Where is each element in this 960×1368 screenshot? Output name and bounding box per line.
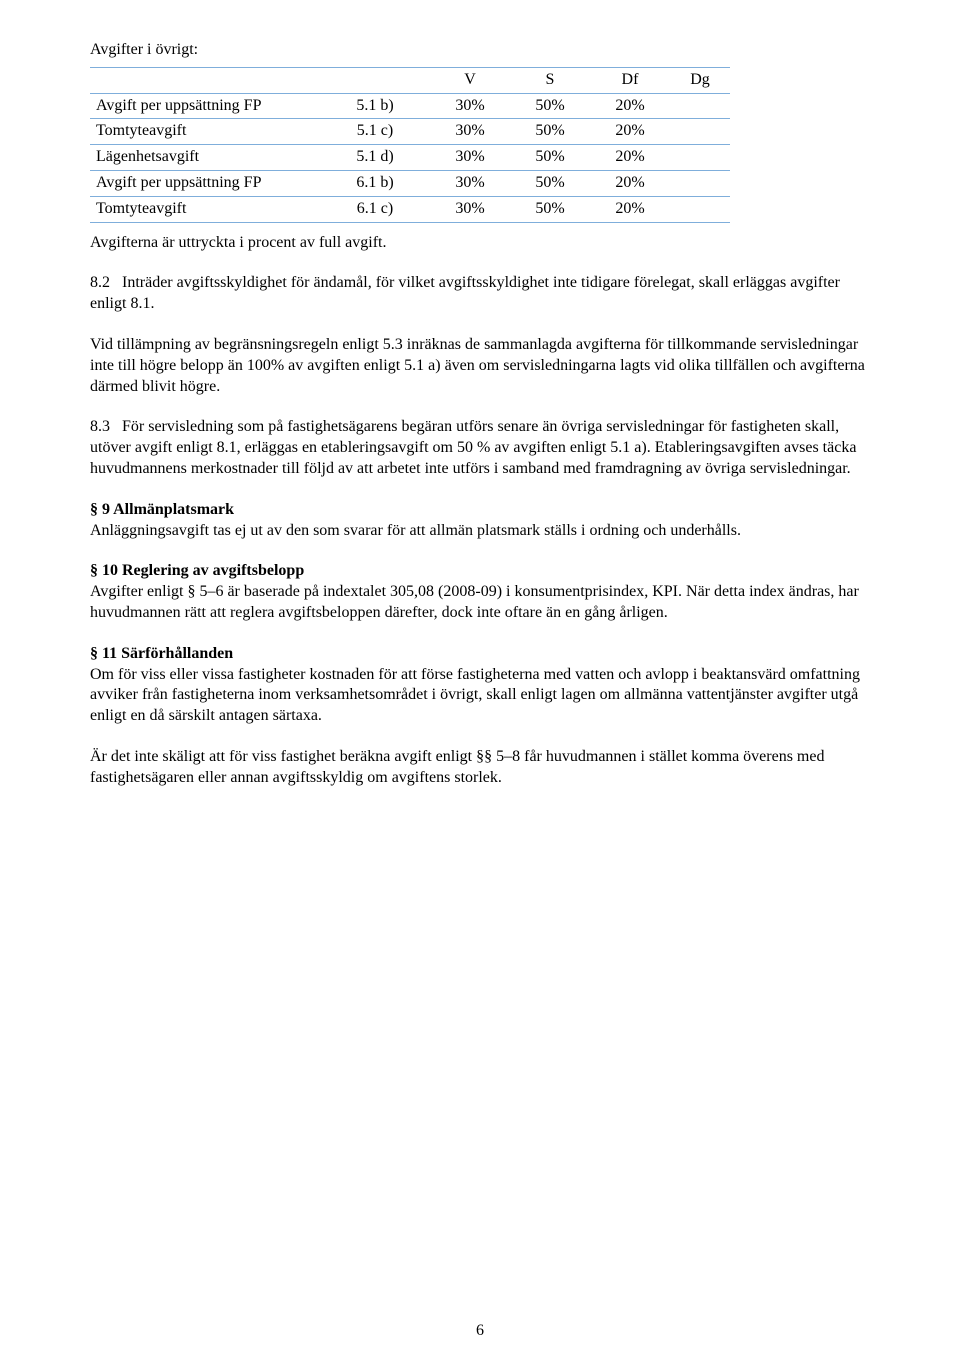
- row-s: 50%: [510, 170, 590, 196]
- row-df: 20%: [590, 196, 670, 222]
- section-11-body-1: Om för viss eller vissa fastigheter kost…: [90, 666, 860, 725]
- row-df: 20%: [590, 170, 670, 196]
- row-v: 30%: [430, 170, 510, 196]
- para-limit: Vid tillämpning av begränsningsregeln en…: [90, 335, 870, 397]
- para-8-2: 8.2 Inträder avgiftsskyldighet för ändam…: [90, 273, 870, 315]
- header-v: V: [430, 67, 510, 93]
- sec-num-8-2: 8.2: [90, 274, 110, 291]
- section-11-body-2: Är det inte skäligt att för viss fastigh…: [90, 747, 870, 789]
- header-s: S: [510, 67, 590, 93]
- row-v: 30%: [430, 119, 510, 145]
- intro-line: Avgifter i övrigt:: [90, 40, 870, 61]
- section-9: § 9 Allmänplatsmark Anläggningsavgift ta…: [90, 500, 870, 542]
- row-v: 30%: [430, 93, 510, 119]
- para-8-3: 8.3 För servisledning som på fastighetsä…: [90, 417, 870, 479]
- row-v: 30%: [430, 196, 510, 222]
- row-ref: 6.1 b): [320, 170, 430, 196]
- row-s: 50%: [510, 93, 590, 119]
- section-10-heading: § 10 Reglering av avgiftsbelopp: [90, 562, 304, 579]
- section-9-body: Anläggningsavgift tas ej ut av den som s…: [90, 522, 741, 539]
- row-ref: 5.1 b): [320, 93, 430, 119]
- header-df: Df: [590, 67, 670, 93]
- section-11-heading: § 11 Särförhållanden: [90, 645, 233, 662]
- row-s: 50%: [510, 196, 590, 222]
- row-ref: 6.1 c): [320, 196, 430, 222]
- row-label: Avgift per uppsättning FP: [90, 93, 320, 119]
- section-9-heading: § 9 Allmänplatsmark: [90, 501, 234, 518]
- header-blank-1: [90, 67, 320, 93]
- table-row: Avgift per uppsättning FP 5.1 b) 30% 50%…: [90, 93, 730, 119]
- row-ref: 5.1 d): [320, 145, 430, 171]
- header-blank-2: [320, 67, 430, 93]
- section-10-body: Avgifter enligt § 5–6 är baserade på ind…: [90, 583, 859, 621]
- row-dg: [670, 196, 730, 222]
- row-s: 50%: [510, 119, 590, 145]
- section-10: § 10 Reglering av avgiftsbelopp Avgifter…: [90, 561, 870, 623]
- row-label: Avgift per uppsättning FP: [90, 170, 320, 196]
- row-ref: 5.1 c): [320, 119, 430, 145]
- row-df: 20%: [590, 119, 670, 145]
- row-v: 30%: [430, 145, 510, 171]
- sec-body-8-2: Inträder avgiftsskyldighet för ändamål, …: [90, 274, 840, 312]
- header-dg: Dg: [670, 67, 730, 93]
- row-label: Tomtyteavgift: [90, 196, 320, 222]
- row-dg: [670, 145, 730, 171]
- row-s: 50%: [510, 145, 590, 171]
- fee-table: V S Df Dg Avgift per uppsättning FP 5.1 …: [90, 67, 730, 223]
- sec-num-8-3: 8.3: [90, 418, 110, 435]
- page: Avgifter i övrigt: V S Df Dg Avgift per …: [0, 0, 960, 1368]
- page-number: 6: [0, 1321, 960, 1342]
- fee-table-header-row: V S Df Dg: [90, 67, 730, 93]
- table-row: Lägenhetsavgift 5.1 d) 30% 50% 20%: [90, 145, 730, 171]
- row-dg: [670, 93, 730, 119]
- section-11: § 11 Särförhållanden Om för viss eller v…: [90, 644, 870, 727]
- after-table-note: Avgifterna är uttryckta i procent av ful…: [90, 233, 870, 254]
- row-dg: [670, 170, 730, 196]
- sec-body-8-3: För servisledning som på fastighetsägare…: [90, 418, 856, 477]
- row-df: 20%: [590, 145, 670, 171]
- row-label: Tomtyteavgift: [90, 119, 320, 145]
- row-label: Lägenhetsavgift: [90, 145, 320, 171]
- table-row: Tomtyteavgift 6.1 c) 30% 50% 20%: [90, 196, 730, 222]
- row-dg: [670, 119, 730, 145]
- table-row: Avgift per uppsättning FP 6.1 b) 30% 50%…: [90, 170, 730, 196]
- row-df: 20%: [590, 93, 670, 119]
- table-row: Tomtyteavgift 5.1 c) 30% 50% 20%: [90, 119, 730, 145]
